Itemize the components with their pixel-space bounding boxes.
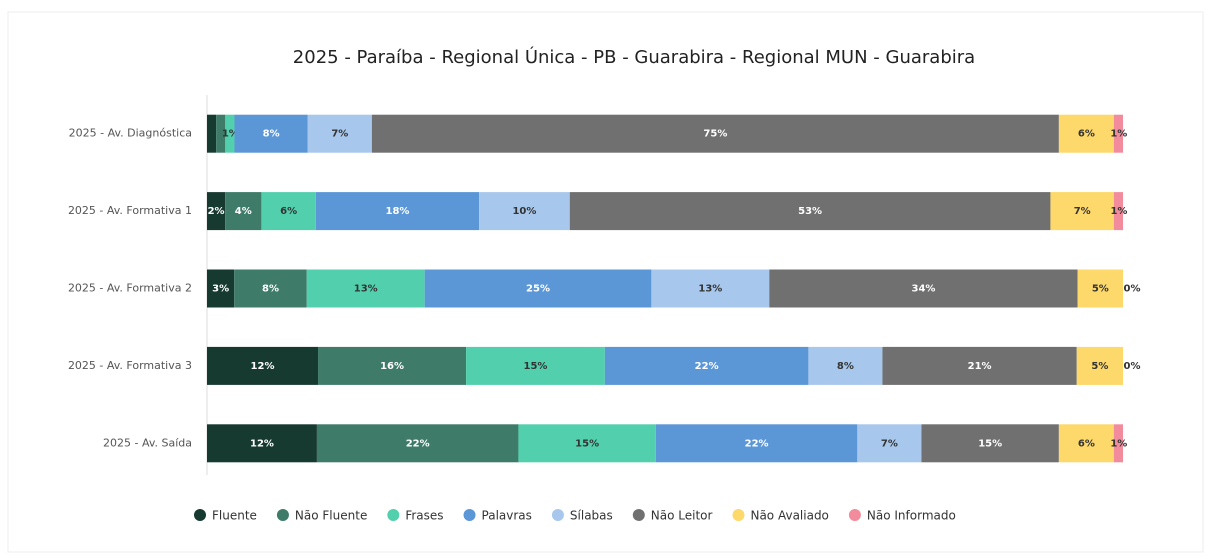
legend-marker [463, 509, 476, 521]
bar-segment [225, 192, 262, 231]
bar-segment [315, 192, 480, 231]
bar-segment [882, 346, 1077, 385]
y-tick-label: 2025 - Av. Formativa 3 [68, 359, 192, 372]
y-tick-label: 2025 - Av. Formativa 1 [68, 204, 192, 217]
value-label: 34% [912, 284, 936, 295]
legend-label: Palavras [482, 509, 532, 523]
value-label: 0% [1124, 284, 1141, 295]
value-label: 18% [385, 206, 409, 217]
bar-segment [371, 114, 1059, 153]
value-label: 8% [262, 284, 279, 295]
value-label: 13% [698, 284, 722, 295]
y-tick-label: 2025 - Av. Formativa 2 [68, 282, 192, 295]
legend-marker [194, 509, 206, 521]
bar-segment [318, 346, 467, 385]
bar-segment [569, 192, 1051, 231]
bar-segment [1050, 192, 1114, 231]
value-label: 6% [1078, 129, 1095, 140]
value-label: 15% [978, 438, 1002, 449]
y-tick-label: 2025 - Av. Diagnóstica [69, 127, 192, 140]
value-label: 22% [695, 361, 719, 372]
bar-segment [316, 424, 519, 463]
bar-segment [207, 424, 317, 463]
bar-segment [1076, 346, 1123, 385]
value-label: 6% [1078, 438, 1095, 449]
value-label: 2% [208, 206, 225, 217]
bar-segment [234, 269, 307, 308]
chart-title: 2025 - Paraíba - Regional Única - PB - G… [293, 46, 975, 68]
value-label: 0% [1124, 361, 1141, 372]
bar-segment [207, 269, 235, 308]
legend-label: Não Fluente [295, 509, 367, 523]
value-label: 12% [250, 438, 274, 449]
value-label: 7% [1074, 206, 1091, 217]
bar-segment [225, 114, 235, 153]
legend-label: Não Informado [867, 509, 956, 523]
legend-label: Frases [405, 509, 443, 523]
value-label: 7% [881, 438, 898, 449]
value-label: 15% [523, 361, 547, 372]
bar-segment [857, 424, 922, 463]
bar-segment [1058, 424, 1114, 463]
legend-label: Não Avaliado [750, 509, 828, 523]
value-label: 4% [235, 206, 252, 217]
bar-segment [306, 269, 425, 308]
legend-marker [732, 509, 745, 521]
value-label: 21% [968, 361, 992, 372]
bar-segment [261, 192, 316, 231]
value-label: 3% [212, 284, 229, 295]
value-label: 16% [380, 361, 404, 372]
bar-segment [1113, 192, 1123, 231]
legend-label: Sílabas [570, 509, 613, 523]
bar-segment [234, 114, 308, 153]
value-label: 53% [798, 206, 822, 217]
legend-marker [387, 509, 400, 521]
value-label: 7% [331, 129, 348, 140]
bar-segment [604, 346, 809, 385]
bar-segment [207, 114, 217, 153]
value-label: 15% [575, 438, 599, 449]
value-label: 10% [512, 206, 536, 217]
value-label: 8% [837, 361, 854, 372]
value-label: 1% [1110, 129, 1127, 140]
bar-segment [769, 269, 1078, 308]
legend-label: Fluente [212, 509, 257, 523]
value-label: 1% [1110, 206, 1127, 217]
value-label: 25% [526, 284, 550, 295]
bar-segment [1113, 114, 1123, 153]
bar-segment [921, 424, 1059, 463]
bar-segment [808, 346, 883, 385]
value-label: 1% [1110, 438, 1127, 449]
bar-segment [518, 424, 656, 463]
legend-marker [848, 509, 861, 521]
bar-segment [655, 424, 858, 463]
value-label: 6% [280, 206, 297, 217]
bar-segment [466, 346, 605, 385]
legend-marker [551, 509, 564, 521]
value-label: 12% [251, 361, 275, 372]
legend-label: Não Leitor [651, 509, 713, 523]
bar-segment [207, 192, 226, 231]
bar-segment [479, 192, 570, 231]
legend-marker [276, 509, 289, 521]
bar-segment [1077, 269, 1123, 308]
bar-segment [307, 114, 372, 153]
bar-segment [651, 269, 770, 308]
value-label: 5% [1092, 284, 1109, 295]
value-label: 75% [703, 129, 727, 140]
y-tick-label: 2025 - Av. Saída [103, 436, 192, 449]
bar-segment [1113, 424, 1123, 463]
bar-segment [216, 114, 226, 153]
value-label: 1% [222, 129, 239, 140]
value-label: 8% [263, 129, 280, 140]
value-label: 5% [1091, 361, 1108, 372]
bar-segment [207, 346, 319, 385]
bar-segment [1058, 114, 1114, 153]
bar-segment [424, 269, 652, 308]
value-label: 13% [354, 284, 378, 295]
value-label: 22% [406, 438, 430, 449]
legend-marker [632, 509, 645, 521]
value-label: 22% [745, 438, 769, 449]
